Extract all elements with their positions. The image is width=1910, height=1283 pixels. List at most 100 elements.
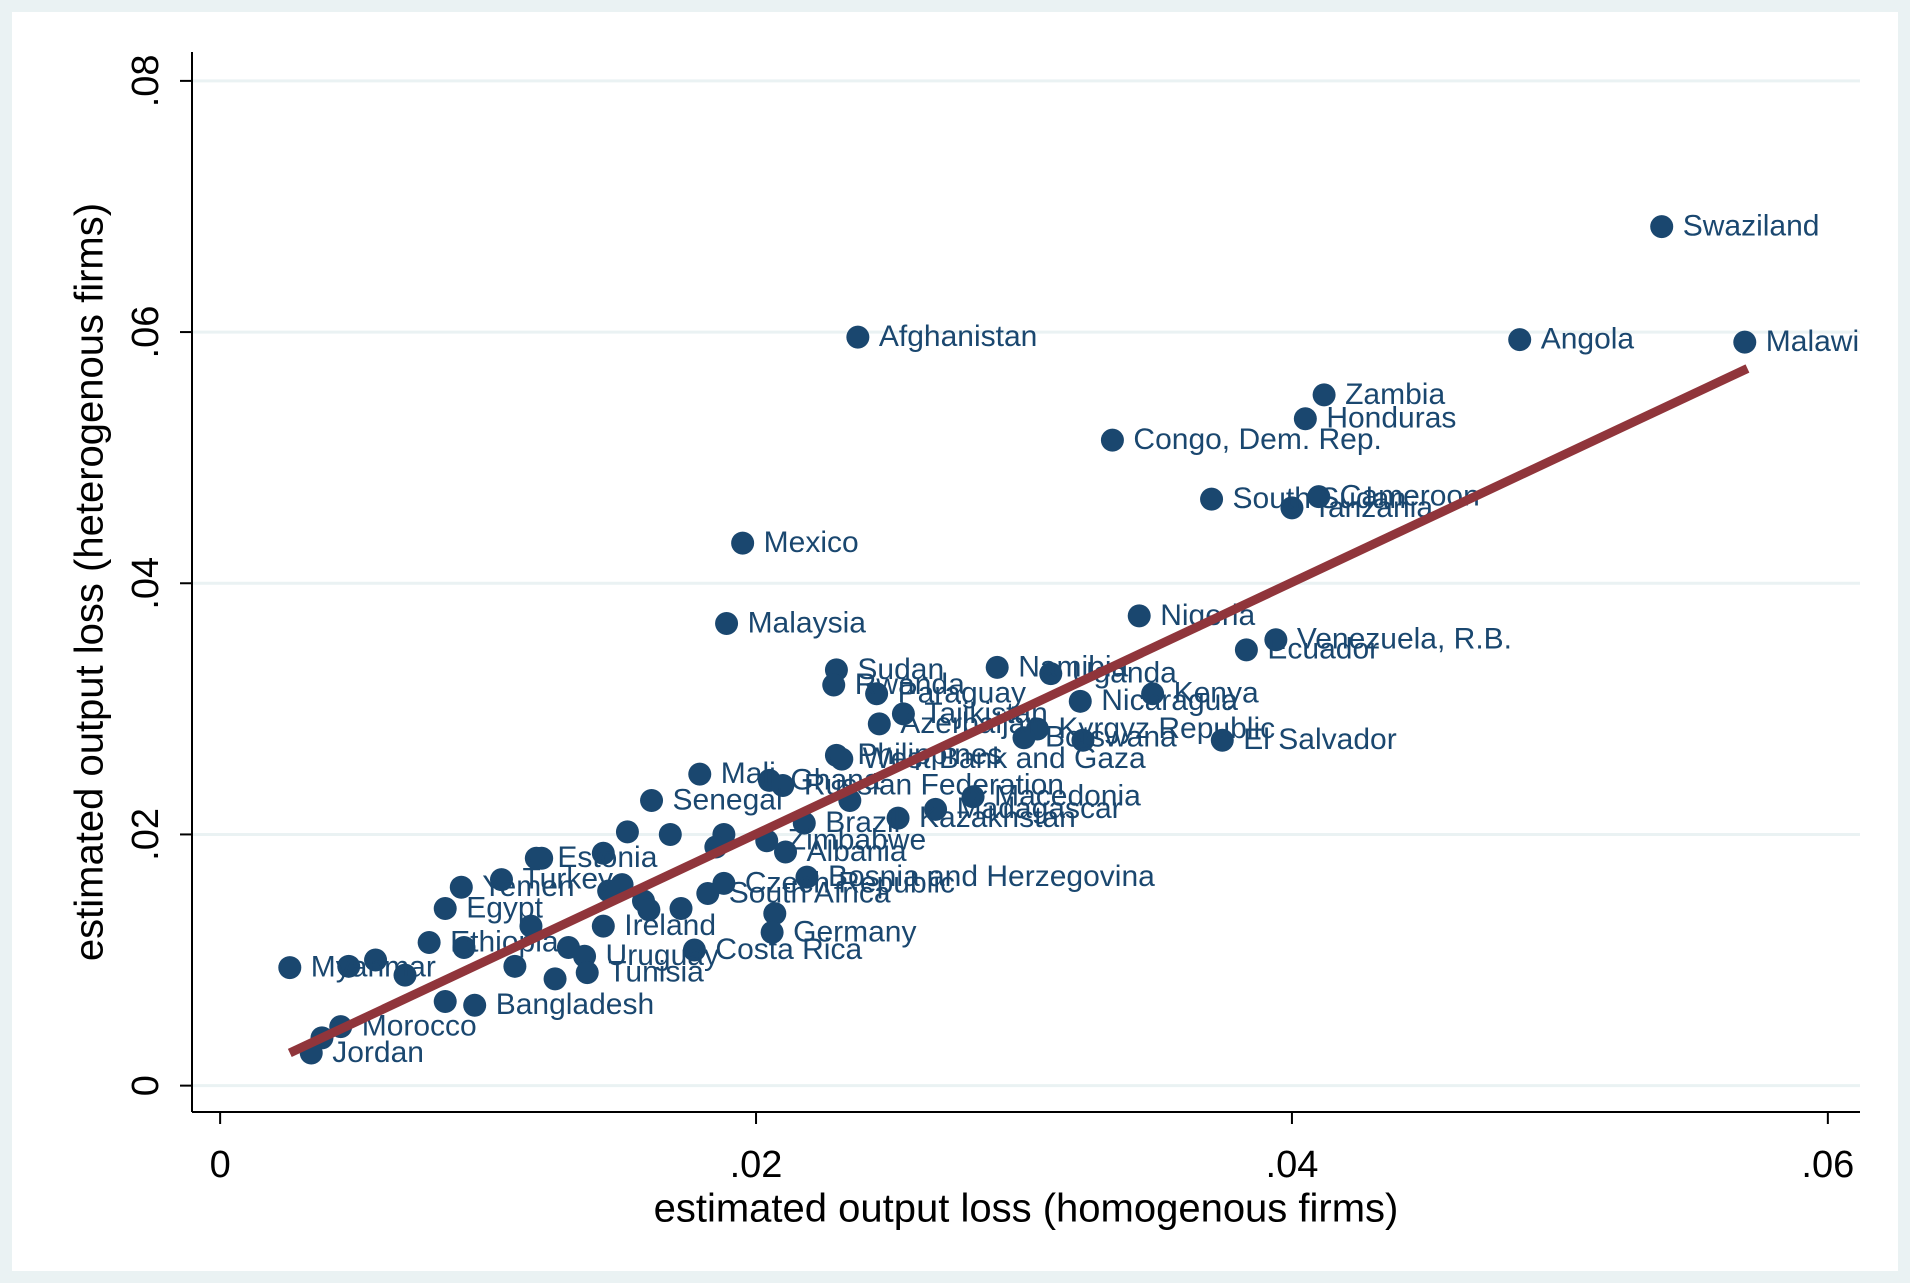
y-tick-label: .02 [125,808,167,861]
point [433,897,457,921]
point [669,897,693,921]
point [556,935,580,959]
point [1068,689,1092,713]
point-label: Albania [807,835,907,868]
point [1012,726,1036,750]
point-label: Nicaragua [1101,684,1238,717]
y-tick-label: .04 [125,557,167,610]
point-label: El Salvador [1243,723,1396,756]
point [1210,728,1234,752]
point [846,325,870,349]
point [715,611,739,635]
point-label: Malawi [1766,325,1859,358]
point [364,948,388,972]
point [1100,428,1124,452]
point [575,961,599,985]
point [865,682,889,706]
point [1312,383,1336,407]
point [1127,604,1151,628]
point-label: Egypt [466,891,543,924]
point [1071,728,1095,752]
point [503,954,527,978]
inner-region [12,12,1898,1271]
point-label: Tunisia [608,956,704,989]
point-label: Malaysia [748,606,867,639]
point [1733,330,1757,354]
y-tick-label: .08 [125,54,167,107]
point [830,747,854,771]
point [771,773,795,797]
x-tick-label: .02 [730,1144,783,1186]
point [1307,485,1331,509]
point [1141,682,1165,706]
point [682,938,706,962]
point [1200,487,1224,511]
point-label: Senegal [673,783,783,816]
point [615,820,639,844]
x-tick-label: .06 [1801,1144,1854,1186]
point-label: Yemen [482,870,574,903]
point-label: Myanmar [311,950,436,983]
point [489,868,513,892]
point [985,655,1009,679]
point-label: Mali [721,757,776,790]
point-label: Honduras [1326,402,1456,435]
point [891,702,915,726]
point [886,806,910,830]
x-tick-label: 0 [210,1144,231,1186]
point [591,914,615,938]
point [774,840,798,864]
point [449,875,473,899]
point-label: Estonia [557,841,657,874]
point-label: Kyrgyz Republic [1058,712,1275,745]
point-label: Venezuela, R.B. [1297,623,1512,656]
x-tick-label: .04 [1266,1144,1319,1186]
point-label: Turkey [522,863,613,896]
point-label: Swaziland [1683,209,1820,242]
y-axis-title: estimated output loss (heterogenous firm… [68,203,112,961]
y-tick-label: .06 [125,306,167,359]
point [1039,662,1063,686]
point [519,914,543,938]
point-label: Bangladesh [496,988,654,1021]
point [696,881,720,905]
y-tick-label: 0 [125,1075,167,1096]
point-label: Congo, Dem. Rep. [1133,423,1381,456]
point [867,712,891,736]
point [1650,215,1674,239]
point-label: Kenya [1174,677,1259,710]
point-label: Zimbabwe [788,824,926,857]
point [1293,407,1317,431]
fit-line [287,364,1750,1058]
point [924,797,948,821]
point-label: Jordan [332,1036,424,1069]
point-label: Botswana [1045,721,1177,754]
point-label: Macedonia [994,780,1141,813]
point [763,902,787,926]
point-label: Mexico [764,526,859,559]
point [543,967,567,991]
point [731,531,755,555]
point-label: Afghanistan [879,320,1037,353]
point [1280,496,1304,520]
point [822,673,846,697]
point [688,762,712,786]
point-label: Sudan [857,653,944,686]
point [1264,628,1288,652]
point [417,930,441,954]
point-label: Czech Republic [745,866,955,899]
x-axis-title: estimated output loss (homogenous firms) [654,1187,1399,1231]
point-label: Kazakhstan [919,801,1076,834]
point-label: Tanzania [1313,491,1433,524]
point-label: Bosnia and Herzegovina [828,860,1155,893]
point-label: Uruguay [606,939,719,972]
point [463,993,487,1017]
point [640,789,664,813]
point [591,841,615,865]
point-label: Ecuador [1267,633,1379,666]
point-label: Angola [1541,323,1635,356]
point-label: South Africa [729,876,891,909]
point [658,822,682,846]
